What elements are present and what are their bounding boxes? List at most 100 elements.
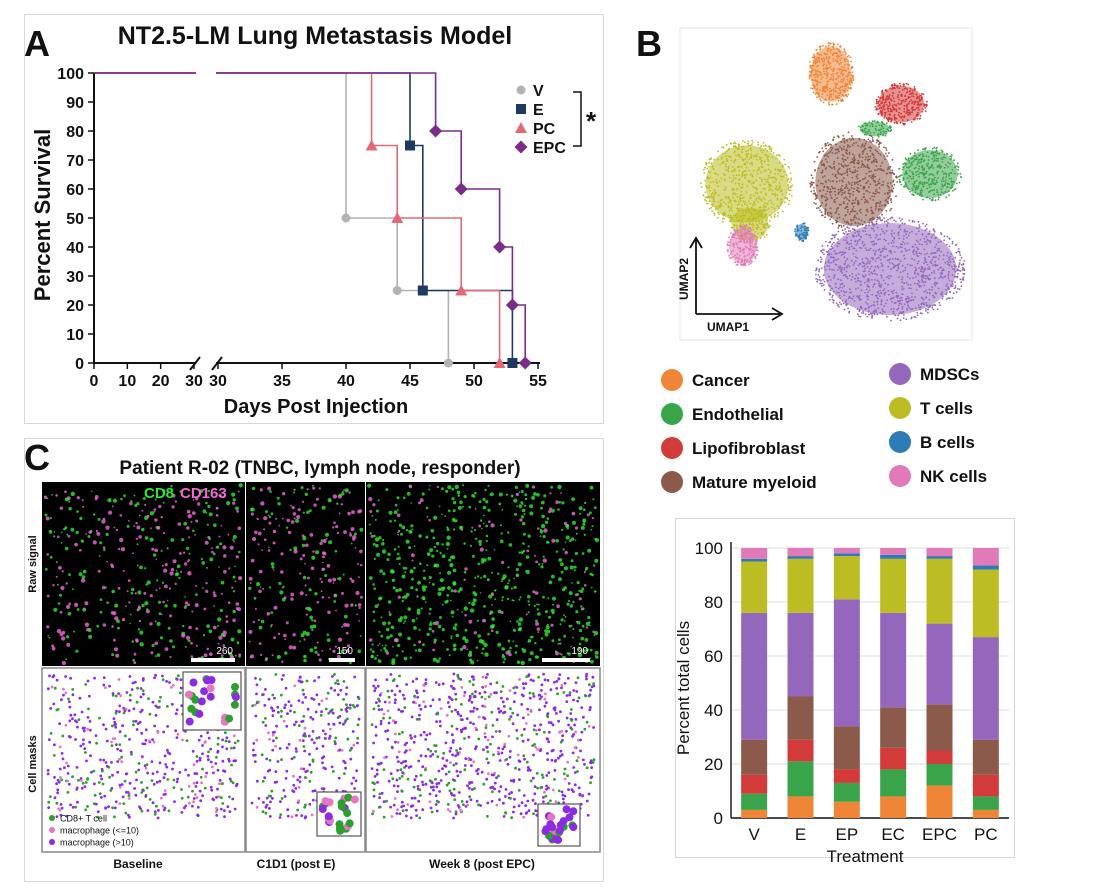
umap-cell-point [905,172,907,175]
cd163-signal-spot [88,530,92,534]
cd163-signal-spot [118,547,121,551]
cd163-signal-spot [138,514,141,517]
umap-cell-point [896,181,899,183]
umap-cell-point [940,188,943,191]
umap-cell-point [847,181,850,184]
umap-cell-point [862,310,864,312]
umap-cell-point [881,209,883,212]
umap-cell-point [933,176,936,179]
umap-cell-point [899,311,902,313]
umap-cell-point [933,146,936,149]
umap-cell-point [730,143,732,145]
umap-cell-point [902,99,905,102]
umap-cell-point [841,282,844,285]
umap-cell-point [837,57,839,60]
umap-cell-point [918,100,921,102]
umap-cell-point [871,293,874,296]
cd8-signal-spot [53,535,56,538]
umap-cell-point [820,99,822,102]
umap-cell-point [918,224,921,226]
umap-cell-point [733,229,736,231]
legend-marker-epc [514,140,528,154]
bar-y-tick-label: 80 [704,593,723,612]
umap-cell-point [941,271,943,274]
umap-cell-point [762,187,765,190]
survival-x-tick-label: 55 [529,373,547,390]
umap-cell-point [911,264,913,267]
cd8-signal-spot [144,567,147,570]
umap-cell-point [776,168,779,171]
bar-y-tick-label: 100 [695,539,723,558]
umap-cell-point [899,228,902,231]
umap-cell-point [913,282,916,285]
umap-cell-point [959,254,962,256]
umap-cell-point [947,182,949,185]
cd163-signal-spot [108,510,113,515]
cd163-signal-spot [280,570,284,574]
umap-frame [679,27,973,341]
cd163-signal-spot [136,608,140,612]
umap-cell-point [769,214,771,217]
umap-cell-point [830,261,832,264]
umap-cell-point [744,203,746,206]
cd8-signal-spot [91,490,93,492]
umap-cell-point [883,155,885,157]
umap-cell-point [897,234,900,237]
umap-cell-point [848,274,851,277]
umap-cell-point [922,185,925,188]
umap-cell-point [903,288,905,290]
umap-cell-point [894,301,897,304]
umap-cell-point [901,264,904,267]
umap-cell-point [903,85,905,88]
cd8-signal-spot [473,528,476,532]
umap-cell-point [912,298,915,301]
umap-cell-point [899,224,901,227]
cd8-signal-spot [79,516,83,520]
umap-cell-point [845,270,848,273]
umap-cell-point [923,248,926,251]
umap-cell-point [931,306,934,309]
umap-cell-point [960,281,963,284]
umap-cell-point [920,268,923,270]
umap-cell-point [769,224,771,227]
umap-cell-point [893,173,896,175]
cd163-signal-spot [332,526,335,529]
umap-cell-point [741,204,744,207]
cd8-signal-spot [270,562,275,566]
umap-cell-point [724,214,726,217]
cd163-signal-spot [46,553,49,556]
umap-cell-point [901,168,904,171]
umap-legend-swatch [889,363,911,385]
umap-cell-point [915,174,918,176]
cd8-signal-spot [309,625,314,629]
umap-cell-point [842,90,845,92]
cd8-signal-spot [279,590,284,595]
umap-cell-point [920,160,923,163]
umap-cell-point [883,123,886,126]
umap-legend-swatch [661,471,683,493]
umap-cell-point [948,263,951,266]
umap-cell-point [934,265,937,267]
cd8-signal-spot [60,531,63,534]
umap-cell-point [881,169,883,172]
umap-cell-point [758,219,761,222]
umap-cell-point [833,168,836,170]
umap-cell-point [951,169,954,171]
umap-cell-point [933,159,936,162]
umap-cell-point [935,154,938,157]
umap-cell-point [825,193,827,195]
umap-cell-point [770,147,773,150]
umap-cell-point [871,212,873,215]
umap-cell-point [735,155,737,157]
umap-cell-point [897,96,900,99]
umap-cell-point [890,99,893,102]
umap-cell-point [910,316,913,319]
umap-cell-point [881,204,883,207]
umap-cell-point [881,299,883,302]
umap-cell-point [736,166,739,169]
cd163-signal-spot [302,500,305,503]
umap-cell-point [768,174,770,177]
cd163-signal-spot [360,595,363,599]
cd163-signal-spot [135,639,139,643]
umap-cell-point [917,173,920,176]
